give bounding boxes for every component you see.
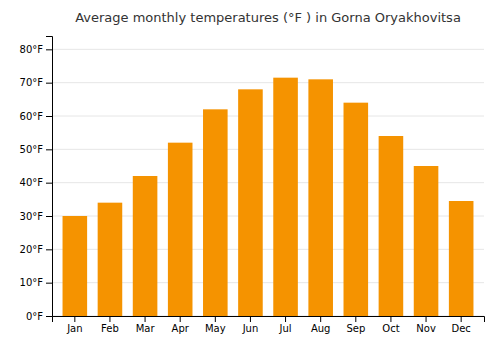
y-tick: 60°F bbox=[20, 111, 52, 122]
y-tick-mark bbox=[46, 216, 52, 217]
x-tick: Oct bbox=[382, 316, 399, 334]
y-tick: 20°F bbox=[20, 244, 52, 255]
y-tick-mark bbox=[46, 83, 52, 84]
y-axis-line bbox=[46, 37, 53, 317]
y-tick: 10°F bbox=[20, 277, 52, 288]
bar bbox=[133, 176, 158, 316]
x-tick-label: Mar bbox=[136, 323, 156, 334]
y-tick: 80°F bbox=[20, 44, 52, 55]
grid-line bbox=[52, 49, 484, 50]
bar bbox=[308, 79, 333, 316]
x-tick: Sep bbox=[346, 316, 365, 334]
x-tick: Feb bbox=[101, 316, 119, 334]
y-tick-mark bbox=[46, 149, 52, 150]
x-tick-label: Oct bbox=[382, 323, 399, 334]
y-tick-label: 50°F bbox=[20, 144, 44, 155]
y-tick: 30°F bbox=[20, 211, 52, 222]
bar bbox=[238, 89, 263, 316]
title: Average monthly temperatures (°F ) in Go… bbox=[75, 10, 461, 25]
x-tick-label: Sep bbox=[346, 323, 365, 334]
x-tick: Jun bbox=[242, 316, 259, 334]
y-tick: 50°F bbox=[20, 144, 52, 155]
y-tick-mark bbox=[46, 249, 52, 250]
x-tick-mark bbox=[74, 316, 75, 322]
x-tick: Aug bbox=[311, 316, 331, 334]
y-tick: 40°F bbox=[20, 177, 52, 188]
x-tick-label: Jul bbox=[279, 323, 292, 334]
x-tick-mark bbox=[250, 316, 251, 322]
y-tick-mark bbox=[46, 283, 52, 284]
x-axis-line bbox=[53, 317, 485, 323]
x-tick-mark bbox=[320, 316, 321, 322]
x-tick-mark bbox=[390, 316, 391, 322]
x-tick-mark bbox=[109, 316, 110, 322]
x-tick: Mar bbox=[136, 316, 156, 334]
y-tick-label: 10°F bbox=[20, 277, 44, 288]
chart: 0°F 10°F 20°F 30°F 40°F 50°F 60°F 70°F 80°F Jan Fe… bbox=[0, 0, 500, 350]
bar bbox=[414, 166, 439, 316]
x-tick: Nov bbox=[416, 316, 436, 334]
x-axis: Jan Feb Mar Apr May Jun Jul Aug Sep Oct Nov Dec bbox=[53, 316, 485, 334]
y-tick: 70°F bbox=[20, 77, 52, 88]
grid bbox=[52, 49, 484, 316]
y-tick-label: 40°F bbox=[20, 177, 44, 188]
x-tick-mark bbox=[426, 316, 427, 322]
y-tick-mark bbox=[46, 316, 52, 317]
bar bbox=[98, 203, 123, 316]
bar bbox=[379, 136, 404, 316]
x-tick-label: Jun bbox=[242, 323, 259, 334]
y-tick-mark bbox=[46, 116, 52, 117]
x-tick-mark bbox=[461, 316, 462, 322]
grid-line bbox=[52, 116, 484, 117]
y-tick-label: 0°F bbox=[26, 311, 43, 322]
y-tick-label: 20°F bbox=[20, 244, 44, 255]
x-tick-label: Aug bbox=[311, 323, 331, 334]
x-tick: May bbox=[205, 316, 226, 334]
x-tick-label: Dec bbox=[451, 323, 470, 334]
plot: 0°F 10°F 20°F 30°F 40°F 50°F 60°F 70°F 80°F Jan Fe… bbox=[20, 37, 485, 335]
bars bbox=[63, 78, 474, 316]
bar bbox=[273, 78, 298, 316]
bar bbox=[63, 216, 88, 316]
y-tick-label: 70°F bbox=[20, 77, 44, 88]
bar bbox=[449, 201, 474, 316]
x-tick-label: Nov bbox=[416, 323, 436, 334]
grid-line bbox=[52, 149, 484, 150]
y-tick: 0°F bbox=[26, 311, 52, 322]
bar bbox=[344, 103, 369, 316]
x-tick-label: Feb bbox=[101, 323, 119, 334]
bar bbox=[168, 143, 193, 316]
y-tick-label: 60°F bbox=[20, 111, 44, 122]
x-tick-label: Apr bbox=[172, 323, 190, 334]
x-tick: Jan bbox=[66, 316, 82, 334]
grid-line bbox=[52, 82, 484, 83]
bar bbox=[203, 109, 228, 316]
y-tick-mark bbox=[46, 183, 52, 184]
x-tick-mark bbox=[355, 316, 356, 322]
x-tick-mark bbox=[145, 316, 146, 322]
x-tick: Jul bbox=[279, 316, 292, 334]
x-tick-label: May bbox=[205, 323, 226, 334]
x-tick-mark bbox=[285, 316, 286, 322]
x-tick: Apr bbox=[172, 316, 190, 334]
y-tick-label: 80°F bbox=[20, 44, 44, 55]
x-tick-mark bbox=[180, 316, 181, 322]
y-tick-mark bbox=[46, 49, 52, 50]
x-tick-label: Jan bbox=[66, 323, 82, 334]
y-axis: 0°F 10°F 20°F 30°F 40°F 50°F 60°F 70°F 80°F bbox=[20, 37, 53, 322]
y-tick-label: 30°F bbox=[20, 211, 44, 222]
x-tick-mark bbox=[215, 316, 216, 322]
x-tick: Dec bbox=[451, 316, 470, 334]
